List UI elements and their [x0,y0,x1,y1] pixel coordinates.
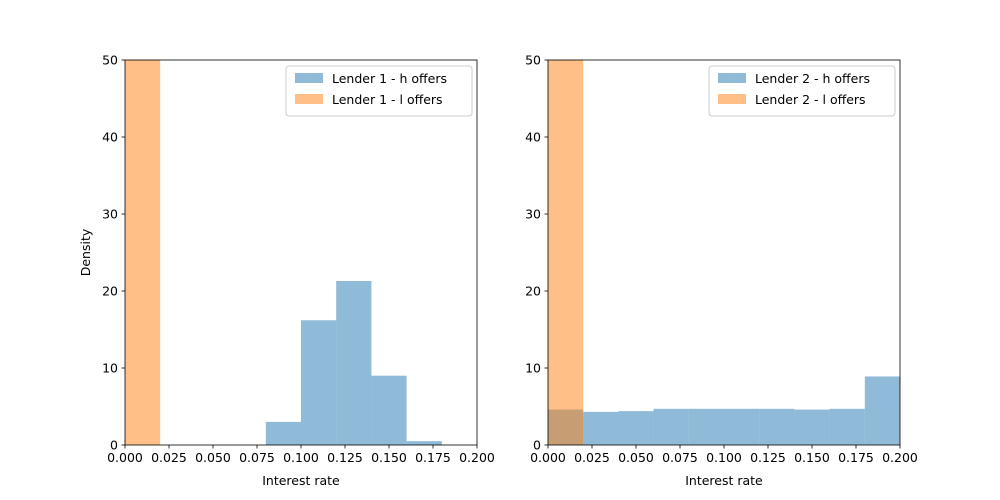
axes-frame [547,59,901,446]
x-tick-label: 0.025 [574,450,610,465]
legend-swatch [295,73,323,83]
legend-swatch [718,73,746,83]
histogram-bar [265,421,301,445]
histogram-bar [336,280,372,445]
x-tick-label: 0.200 [459,450,495,465]
histogram-bar [864,376,900,445]
x-tick-label: 0.075 [239,450,275,465]
x-tick-label: 0.200 [882,450,918,465]
x-tick-label: 0.000 [530,450,566,465]
x-tick-label: 0.050 [618,450,654,465]
x-tick-label: 0.175 [838,450,874,465]
x-tick-label: 0.125 [750,450,786,465]
y-tick-label: 20 [102,284,118,299]
x-tick-label: 0.025 [151,450,187,465]
histogram-bar [583,411,619,445]
legend-swatch [718,94,746,104]
y-tick-label: 10 [525,361,541,376]
legend-frame [708,65,896,117]
x-tick-label: 0.075 [662,450,698,465]
y-axis-label: Density [78,228,93,276]
y-tick-label: 0 [533,438,541,453]
histogram-bar [548,60,584,445]
y-tick-label: 50 [102,53,118,68]
y-tick-label: 0 [110,438,118,453]
histogram-bar [653,408,689,445]
chart-panel-2: 0.000 0.025 0.050 0.075 0.100 0.125 0.150 0.175… [525,53,918,489]
y-tick-label: 20 [525,284,541,299]
x-axis-label: Interest rate [685,473,763,488]
x-tick-label: 0.125 [327,450,363,465]
histogram-bar [371,375,407,445]
legend-label: Lender 1 - l offers [332,92,443,107]
x-tick-label: 0.150 [371,450,407,465]
histogram-bar [829,408,865,445]
histogram-bar [724,408,760,445]
x-tick-label: 0.100 [706,450,742,465]
legend-swatch [295,94,323,104]
histogram-bar [125,60,161,445]
legend-label: Lender 2 - h offers [755,71,870,86]
y-tick-label: 40 [102,130,118,145]
y-tick-label: 30 [102,207,118,222]
y-tick-label: 50 [525,53,541,68]
legend-frame [285,65,473,117]
x-tick-label: 0.100 [283,450,319,465]
histogram-bar [759,408,795,445]
histogram-bar [688,408,724,445]
y-tick-label: 10 [102,361,118,376]
x-axis-label: Interest rate [262,473,340,488]
legend: Lender 2 - h offers Lender 2 - l offers [708,65,896,117]
x-tick-label: 0.150 [794,450,830,465]
histogram-bar [618,411,654,445]
legend-label: Lender 1 - h offers [332,71,447,86]
legend-label: Lender 2 - l offers [755,92,866,107]
legend: Lender 1 - h offers Lender 1 - l offers [285,65,473,117]
x-tick-label: 0.175 [415,450,451,465]
chart-panel-1: 0.000 0.025 0.050 0.075 0.100 0.125 0.150 0.175… [78,53,495,489]
histogram-bar [406,441,442,445]
y-tick-label: 40 [525,130,541,145]
x-tick-label: 0.050 [195,450,231,465]
histogram-bar [301,320,337,445]
y-tick-label: 30 [525,207,541,222]
x-tick-label: 0.000 [107,450,143,465]
histogram-bar [794,409,830,445]
